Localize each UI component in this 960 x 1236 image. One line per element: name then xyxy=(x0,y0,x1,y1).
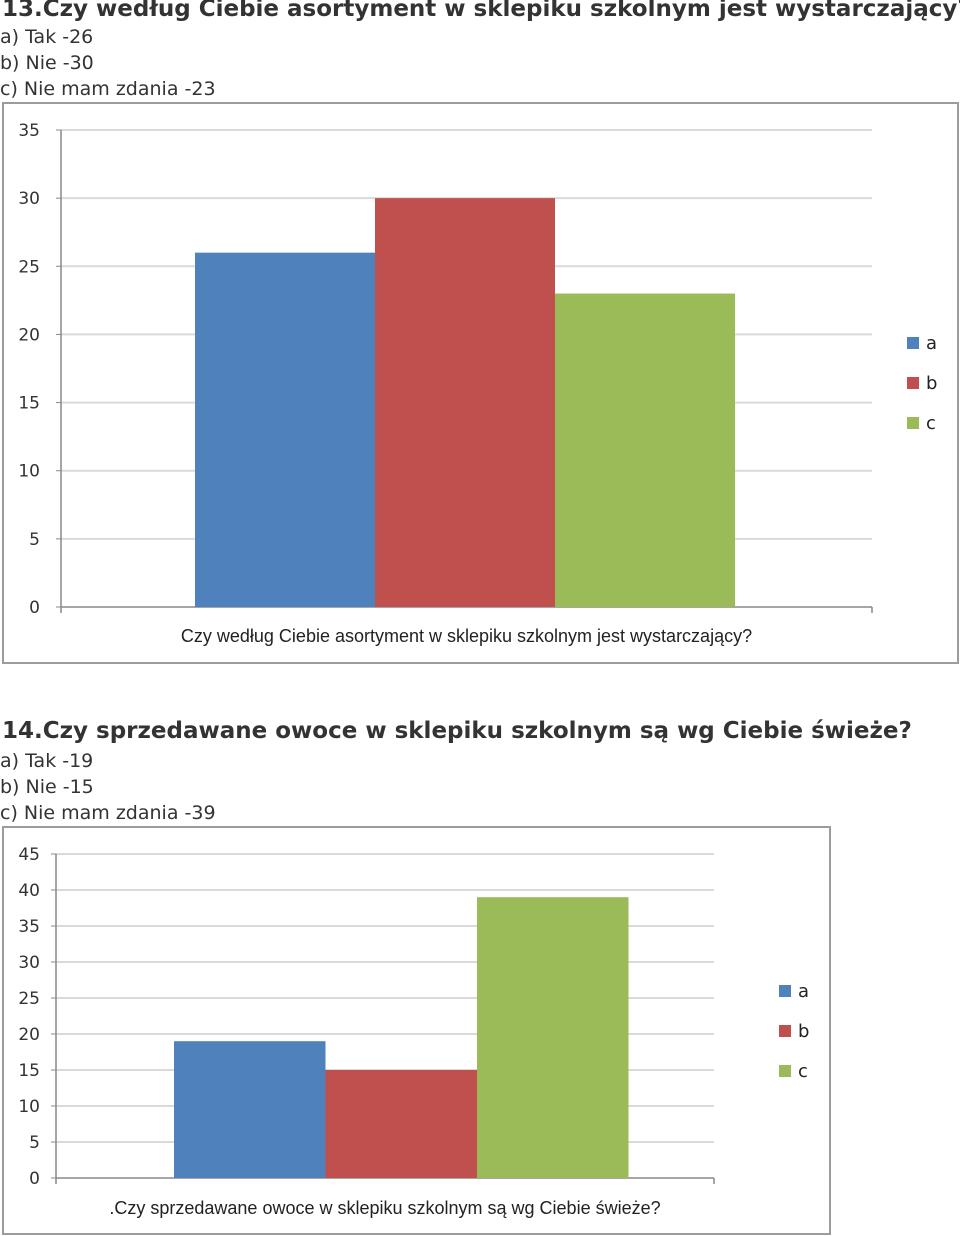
chart13-ytick-label-10: 10 xyxy=(18,462,40,482)
chart14-legend-label-c: c xyxy=(798,1061,808,1082)
question-14-heading: 14.Czy sprzedawane owoce w sklepiku szko… xyxy=(2,718,912,744)
chart13-legend-swatch-c xyxy=(907,417,919,429)
chart13-bar-a xyxy=(195,252,375,607)
chart13-legend-label-b: b xyxy=(926,373,937,394)
question-13-heading: 13.Czy według Ciebie asortyment w sklepi… xyxy=(2,0,960,22)
chart13-ytick-label-25: 25 xyxy=(18,257,40,277)
chart13-ytick-label-30: 30 xyxy=(18,189,40,209)
question-14-chart-svg: 0 5 10 15 20 25 30 35 40 45 .Czy sprzedawane owoce… xyxy=(18,845,809,1218)
chart14-legend-swatch-b xyxy=(779,1025,791,1037)
chart14-category-label: .Czy sprzedawane owoce w sklepiku szkoln… xyxy=(109,1198,660,1218)
chart13-ytick-label-5: 5 xyxy=(29,530,40,550)
chart13-ytick-label-35: 35 xyxy=(18,121,40,141)
question-13-chart: 0 5 10 15 20 25 30 35 Czy według Ciebie asortyme… xyxy=(2,102,959,664)
chart13-legend-label-a: a xyxy=(926,333,937,354)
chart13-legend-swatch-b xyxy=(907,377,919,389)
question-13-answer-c: c) Nie mam zdania -23 xyxy=(0,78,216,100)
chart14-bar-b xyxy=(325,1070,477,1178)
chart13-bar-b xyxy=(375,198,555,607)
question-14-answer-a: a) Tak -19 xyxy=(0,750,94,772)
chart14-legend-label-b: b xyxy=(798,1021,809,1042)
chart14-ytick-label-25: 25 xyxy=(18,989,40,1009)
question-14-chart: 0 5 10 15 20 25 30 35 40 45 .Czy sprzedawane owoce… xyxy=(2,826,831,1235)
chart14-ytick-label-5: 5 xyxy=(29,1133,40,1153)
question-13-answer-b: b) Nie -30 xyxy=(0,52,94,74)
chart14-ytick-label-30: 30 xyxy=(18,953,40,973)
chart14-ytick-label-20: 20 xyxy=(18,1025,40,1045)
chart14-bar-a xyxy=(174,1041,326,1178)
chart14-ytick-label-0: 0 xyxy=(29,1169,40,1189)
chart13-legend-swatch-a xyxy=(907,337,919,349)
chart13-ytick-label-15: 15 xyxy=(18,394,40,414)
chart14-ytick-label-15: 15 xyxy=(18,1061,40,1081)
chart13-legend-label-c: c xyxy=(926,413,936,434)
question-14-answer-b: b) Nie -15 xyxy=(0,776,94,798)
chart14-legend-label-a: a xyxy=(798,981,809,1002)
chart14-ytick-label-40: 40 xyxy=(18,881,40,901)
question-14-answer-c: c) Nie mam zdania -39 xyxy=(0,802,216,824)
chart14-ytick-label-10: 10 xyxy=(18,1097,40,1117)
chart14-bar-c xyxy=(477,897,629,1178)
chart13-ytick-label-20: 20 xyxy=(18,325,40,345)
chart13-category-label: Czy według Ciebie asortyment w sklepiku … xyxy=(181,626,752,646)
chart14-ytick-label-45: 45 xyxy=(18,845,40,865)
chart14-legend-swatch-a xyxy=(779,985,791,997)
chart13-bar-c xyxy=(555,293,735,607)
question-13-chart-svg: 0 5 10 15 20 25 30 35 Czy według Ciebie asortyme… xyxy=(18,121,937,646)
chart14-legend-swatch-c xyxy=(779,1065,791,1077)
chart14-ytick-label-35: 35 xyxy=(18,917,40,937)
chart13-ytick-label-0: 0 xyxy=(29,598,40,618)
question-13-answer-a: a) Tak -26 xyxy=(0,26,94,48)
